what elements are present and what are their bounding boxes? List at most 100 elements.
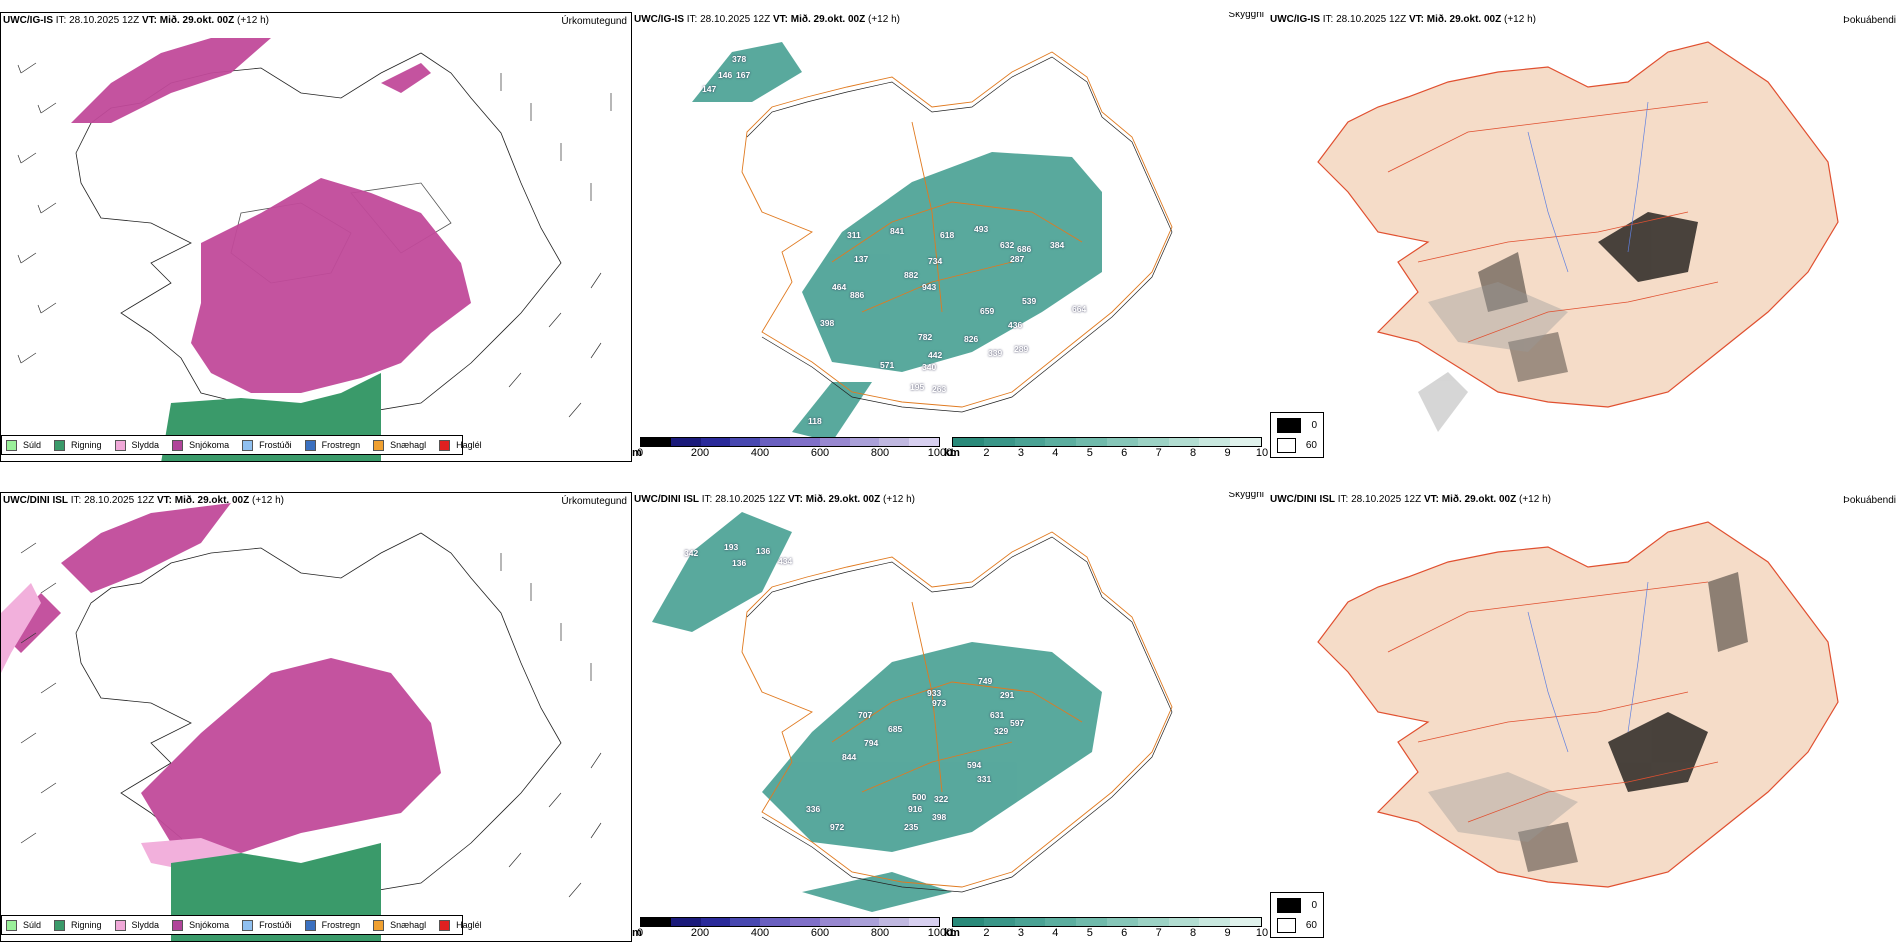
colorbar-cell (730, 438, 761, 446)
colorbar-tick-label: 5 (1086, 927, 1093, 939)
visibility-value-label: 193 (724, 542, 739, 552)
legend-item-sudd: Súld (6, 919, 41, 931)
precip-legend: Súld Rigning Slydda Snjókoma Frostúði Fr… (1, 915, 482, 935)
visibility-map (692, 42, 1173, 442)
legend-item-slydda: Slydda (114, 919, 159, 931)
visibility-value-label: 147 (702, 84, 717, 94)
colorbar-tick-label: 2 (983, 447, 990, 459)
colorbar-cell (789, 918, 820, 926)
colorbar-cell (1230, 918, 1261, 926)
legend-item-frostudi: Frostúði (242, 439, 292, 451)
colorbar-height-m: 0 200 400 600 800 1000 m (632, 437, 952, 459)
visibility-value-label: 331 (977, 774, 992, 784)
colorbar-height-m: 0 200 400 600 800 1000 m (632, 917, 952, 939)
colorbar-tick-label: 5 (1086, 447, 1093, 459)
panel-title: Þokuábendi (1843, 15, 1896, 26)
panel-header: UWC/DINI ISL IT: 28.10.2025 12Z VT: Mið.… (3, 495, 284, 506)
visibility-value-label: 571 (880, 360, 895, 370)
colorbar-visibility-km: 1 2 3 4 5 6 7 8 9 10 km (944, 437, 1268, 459)
fog-grey-areas (1418, 282, 1568, 432)
colorbar-cell (1076, 438, 1107, 446)
visibility-value-label: 539 (1022, 296, 1037, 306)
visibility-value-label: 136 (732, 558, 747, 568)
colorbar-cell (909, 438, 939, 446)
visibility-value-label: 384 (1050, 240, 1065, 250)
colorbar-tick-label: 8 (1190, 447, 1197, 459)
colorbar-tick-label: 600 (810, 927, 830, 939)
colorbar-cell (760, 918, 790, 926)
visibility-value-label: 378 (732, 54, 747, 64)
colorbar-tick-label: 10 (1255, 927, 1268, 939)
visibility-value-label: 195 (910, 382, 925, 392)
colorbar-tick-label: 1000 (927, 447, 953, 459)
iceland-roads (741, 51, 1173, 408)
colorbar-cell (819, 438, 850, 446)
fog-legend: 0 60 (1270, 892, 1324, 938)
visibility-value-label: 685 (888, 724, 903, 734)
fog-legend: 0 60 (1270, 412, 1324, 458)
panel-header: UWC/DINI ISL IT: 28.10.2025 12Z VT: Mið.… (634, 494, 915, 505)
colorbar-tick-label: 3 (1017, 447, 1024, 459)
precip-legend: Súld Rigning Slydda Snjókoma Frostúði Fr… (1, 435, 482, 455)
colorbar-visibility-km: 1 2 3 4 5 6 7 8 9 10 km (944, 917, 1268, 939)
iceland-coastline (746, 56, 1173, 413)
colorbar-tick-label: 0 (636, 447, 644, 459)
colorbar-cell (879, 438, 910, 446)
colorbar-tick-label: 6 (1121, 447, 1128, 459)
legend-item-frostregn: Frostregn (304, 919, 360, 931)
colorbar-cell (1076, 918, 1107, 926)
visibility-value-label: 263 (932, 384, 947, 394)
visibility-value-label: 844 (842, 752, 857, 762)
legend-item-snaehagl: Snæhagl (373, 439, 426, 451)
colorbar-cell (670, 918, 701, 926)
fog-index-map (1317, 521, 1839, 888)
visibility-value-label: 933 (927, 688, 942, 698)
visibility-value-label: 632 (1000, 240, 1015, 250)
colorbar-tick-label: 800 (870, 447, 890, 459)
visibility-value-label: 235 (904, 822, 919, 832)
visibility-value-label: 340 (922, 362, 937, 372)
panel-fog-index-row2: UWC/DINI ISL IT: 28.10.2025 12Z VT: Mið.… (1268, 492, 1900, 942)
visibility-value-label: 329 (994, 726, 1009, 736)
colorbar-tick-label: 2 (983, 927, 990, 939)
colorbar-cell (909, 918, 939, 926)
colorbar-tick-label: 8 (1190, 927, 1197, 939)
colorbar-tick-label: 3 (1017, 927, 1024, 939)
precip-type-map (17, 38, 612, 461)
colorbar-cell (1168, 918, 1200, 926)
colorbar-cell (760, 438, 790, 446)
visibility-value-label: 500 (912, 792, 927, 802)
legend-item-haglel: Haglél (439, 919, 482, 931)
visibility-value-label: 972 (830, 822, 845, 832)
visibility-value-label: 493 (974, 224, 989, 234)
panel-title: Skyggni (1228, 492, 1264, 500)
colorbar-cell (1199, 438, 1231, 446)
visibility-value-label: 342 (684, 548, 699, 558)
visibility-value-label: 289 (1014, 344, 1029, 354)
visibility-value-label: 707 (858, 710, 873, 720)
colorbar-tick-label: 9 (1224, 447, 1231, 459)
visibility-value-label: 146 (718, 70, 733, 80)
colorbar-tick-label: 10 (1255, 447, 1268, 459)
colorbar-cell (1199, 918, 1231, 926)
colorbar-tick-label: 400 (750, 927, 770, 939)
legend-item-slydda: Slydda (114, 439, 159, 451)
panel-header: UWC/IG-IS IT: 28.10.2025 12Z VT: Mið. 29… (3, 15, 269, 26)
colorbar-cell (849, 918, 880, 926)
iceland-coastline (75, 532, 562, 894)
visibility-value-label: 398 (820, 318, 835, 328)
colorbar-cell (670, 438, 701, 446)
panel-precip-type-row2: UWC/DINI ISL IT: 28.10.2025 12Z VT: Mið.… (0, 492, 632, 942)
legend-item-snaehagl: Snæhagl (373, 919, 426, 931)
visibility-value-label: 826 (964, 334, 979, 344)
legend-item-rigning: Rigning (54, 919, 102, 931)
colorbar-cell (953, 918, 984, 926)
low-visibility-area (652, 512, 1102, 912)
panel-title: Úrkomutegund (561, 496, 627, 507)
low-visibility-area (692, 42, 1102, 442)
snow-area (1, 503, 441, 853)
fog-index-map (1317, 41, 1839, 432)
visibility-value-label: 631 (990, 710, 1005, 720)
visibility-value-label: 782 (918, 332, 933, 342)
colorbar-tick-label: 200 (690, 447, 710, 459)
